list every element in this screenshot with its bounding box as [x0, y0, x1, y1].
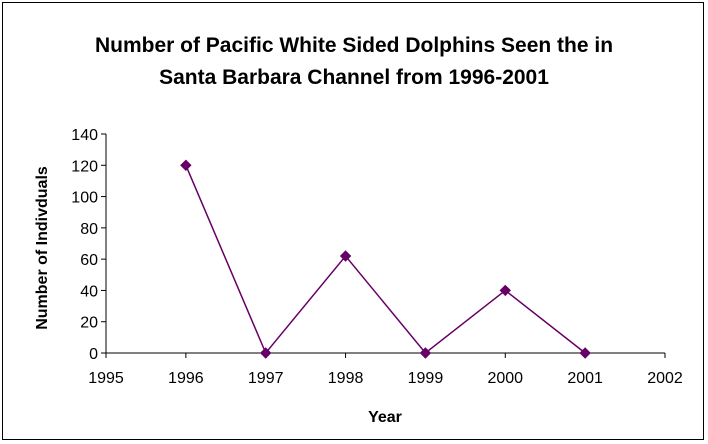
y-axis-label: Number of Indivduals — [34, 166, 51, 330]
x-tick-label: 2000 — [487, 370, 523, 387]
y-tick-label: 40 — [80, 283, 98, 300]
data-point-marker — [579, 347, 591, 359]
y-tick-label: 100 — [71, 190, 98, 207]
x-tick-label: 1997 — [248, 370, 284, 387]
y-tick-label: 20 — [80, 315, 98, 332]
chart-title-line-2: Santa Barbara Channel from 1996-2001 — [159, 66, 549, 89]
data-point-marker — [339, 250, 352, 262]
y-tick-label: 120 — [71, 158, 98, 175]
y-tick-label: 0 — [89, 346, 98, 363]
axes — [101, 133, 666, 358]
y-tick-label: 80 — [80, 221, 98, 238]
data-point-marker — [419, 347, 432, 359]
data-series — [180, 159, 591, 359]
x-tick-label: 1998 — [328, 370, 364, 387]
x-tick-label: 1995 — [88, 370, 124, 387]
data-point-marker — [180, 159, 192, 171]
chart-title: Number of Pacific White Sided Dolphins S… — [0, 30, 708, 94]
x-tick-label: 2002 — [647, 370, 683, 387]
data-point-marker — [499, 284, 511, 297]
x-tick-label: 1999 — [408, 370, 444, 387]
data-point-marker — [260, 347, 272, 359]
tick-labels: 0 20 40 60 80 100 120 140 1995 1996 1997 1998 1999 20… — [71, 127, 683, 387]
x-tick-label: 2001 — [567, 370, 603, 387]
y-tick-label: 140 — [71, 127, 98, 144]
chart-title-line-1: Number of Pacific White Sided Dolphins S… — [94, 34, 614, 57]
series-line — [185, 164, 586, 355]
x-axis-label: Year — [368, 409, 402, 426]
y-tick-label: 60 — [80, 252, 98, 269]
chart-area — [2, 2, 704, 440]
x-tick-label: 1996 — [168, 370, 204, 387]
